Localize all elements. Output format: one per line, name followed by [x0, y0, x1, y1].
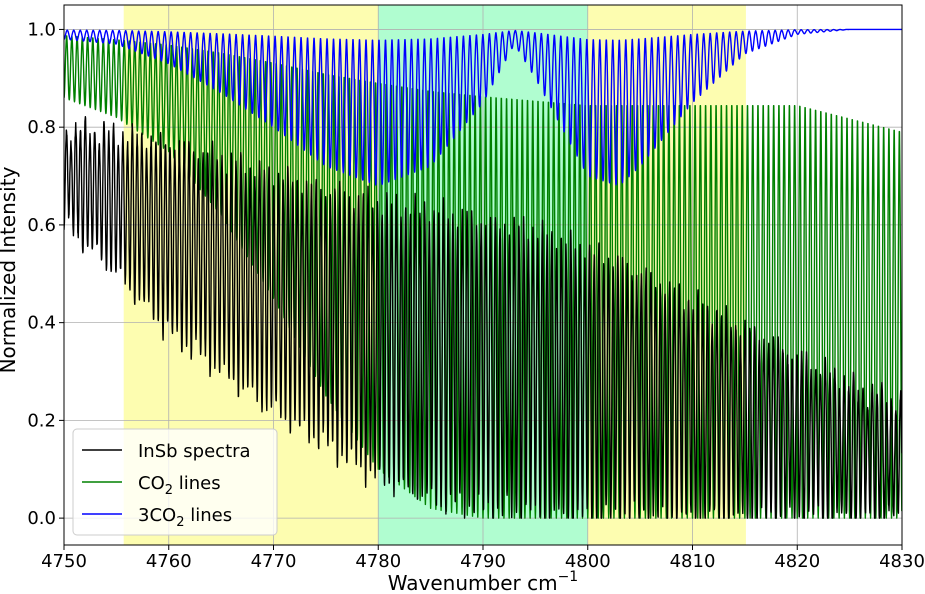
x-tick-label: 4770	[251, 551, 297, 572]
legend-box	[72, 428, 278, 536]
y-tick-label: 0.8	[27, 117, 56, 138]
y-axis-title: Normalized Intensity	[0, 166, 20, 373]
legend-label: InSb spectra	[138, 441, 251, 462]
legend-label: 3CO2 lines	[138, 505, 232, 530]
legend-label: CO2 lines	[138, 473, 221, 498]
x-axis-title: Wavenumber cm−1	[388, 569, 578, 594]
x-tick-label: 4790	[460, 551, 506, 572]
y-tick-label: 0.0	[27, 508, 56, 529]
y-tick-label: 1.0	[27, 19, 56, 40]
legend-label-main: 3CO	[138, 505, 176, 526]
legend-label-subscript: 2	[176, 515, 184, 530]
x-tick-label: 4810	[670, 551, 716, 572]
y-tick-label: 0.6	[27, 215, 56, 236]
x-axis-title-text: Wavenumber cm	[388, 571, 558, 594]
x-tick-label: 4830	[879, 551, 925, 572]
series-line-2	[64, 35, 902, 519]
legend-label-subscript: 2	[165, 483, 173, 498]
legend-label-main: InSb spectra	[138, 441, 251, 462]
x-axis-title-superscript: −1	[558, 569, 579, 585]
series-line-3	[64, 28, 902, 186]
series-lines	[64, 28, 902, 519]
legend-label-rest: lines	[173, 473, 221, 494]
x-tick-label: 4780	[355, 551, 401, 572]
x-tick-label: 4760	[146, 551, 192, 572]
y-tick-label: 0.4	[27, 313, 56, 334]
series-line-1	[64, 116, 902, 519]
legend-label-rest: lines	[184, 505, 232, 526]
y-axis-ticks: 0.0 0.2 0.4 0.6 0.8 1.0	[27, 19, 64, 529]
legend-label-main: CO	[138, 473, 165, 494]
x-tick-label: 4750	[41, 551, 87, 572]
x-tick-label: 4800	[565, 551, 611, 572]
x-axis-ticks: 4750 4760 4770 4780 4790 4800 4810 4820 4830	[41, 545, 925, 572]
y-tick-label: 0.2	[27, 410, 56, 431]
x-tick-label: 4820	[774, 551, 820, 572]
